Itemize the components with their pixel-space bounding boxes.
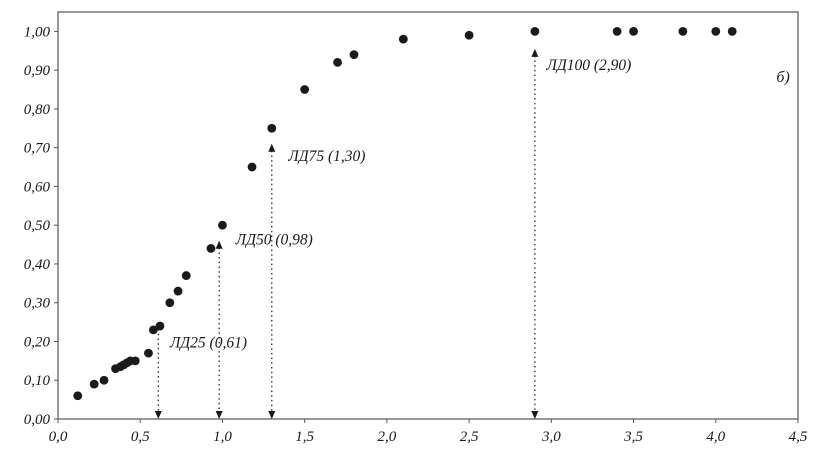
data-point [99,375,109,385]
data-point [73,391,83,401]
y-tick-label: 0,70 [24,141,51,157]
data-point [711,26,721,36]
y-tick-label: 0,20 [24,334,51,350]
x-tick-label: 4,5 [789,429,808,445]
y-tick-label: 0,80 [24,102,51,118]
data-point [130,356,140,366]
figure-label: б) [776,69,789,86]
arrowhead-down-icon [268,411,276,419]
data-point [612,26,622,36]
y-tick-label: 0,40 [24,257,51,273]
y-tick-label: 0,60 [24,179,51,195]
arrowhead-down-icon [215,411,223,419]
annotation-label: ЛД50 (0,98) [235,232,313,249]
arrowhead-up-icon [531,48,539,57]
data-point [333,57,342,67]
annotation-label: ЛД75 (1,30) [287,148,365,165]
data-point [464,30,474,40]
data-point [727,26,737,36]
x-tick-label: 1,5 [295,429,314,445]
x-tick-label: 2,5 [460,429,479,445]
data-point [155,321,165,331]
x-tick-label: 0,5 [131,429,150,445]
data-point [300,85,310,94]
data-point [181,271,191,280]
data-point [629,26,638,36]
data-point [247,162,257,172]
arrowhead-up-icon [268,143,276,152]
arrowhead-up-icon [215,240,223,249]
arrowhead-down-icon [531,411,539,419]
annotation-label: ЛД25 (0,61) [169,334,247,351]
y-tick-label: 0,50 [24,218,51,234]
x-tick-label: 0,0 [49,429,68,445]
data-point [530,26,540,36]
data-point [173,286,183,296]
y-tick-label: 1,00 [24,24,51,40]
x-tick-label: 3,5 [623,429,643,445]
data-point [165,298,175,308]
annotation-label: ЛД100 (2,90) [545,57,631,74]
y-tick-label: 0,90 [24,63,51,79]
y-tick-label: 0,30 [24,296,51,312]
data-point [218,220,227,230]
data-point [89,379,99,389]
data-point [267,123,277,133]
x-tick-label: 2,0 [378,429,397,445]
data-point [144,348,153,358]
y-tick-label: 0,10 [24,373,51,389]
data-point [206,244,216,253]
x-tick-label: 3,0 [541,429,561,445]
arrowhead-down-icon [154,411,162,419]
plot-area [57,11,799,420]
y-tick-label: 0,00 [24,412,51,428]
data-point [349,50,359,60]
data-point [398,34,408,44]
x-tick-label: 4,0 [706,429,725,445]
x-tick-label: 1,0 [213,429,232,445]
data-point [148,325,158,335]
data-point [678,26,688,36]
